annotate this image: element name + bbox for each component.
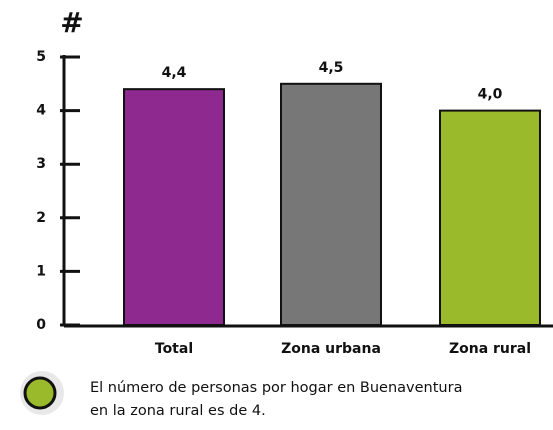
- y-tick-label: 1: [36, 263, 46, 279]
- bar: [439, 109, 541, 326]
- annotation: El número de personas por hogar en Buena…: [90, 380, 462, 396]
- bar: [280, 82, 382, 326]
- y-tick-label: 3: [36, 156, 46, 172]
- value-label: 4,5: [319, 60, 344, 76]
- y-tick-label: 5: [36, 49, 46, 65]
- x-tick-label: Zona urbana: [281, 341, 381, 357]
- value-label: 4,0: [478, 87, 503, 103]
- y-axis-label: #: [60, 6, 83, 39]
- y-tick-label: 2: [36, 210, 46, 226]
- value-label: 4,4: [162, 65, 187, 81]
- x-tick-label: Zona rural: [449, 341, 531, 357]
- icon: [23, 376, 57, 410]
- y-tick-label: 0: [36, 317, 46, 333]
- x-tick-label: Total: [155, 341, 193, 357]
- bar: [123, 88, 225, 326]
- annotation: en la zona rural es de 4.: [90, 403, 266, 419]
- y-tick-label: 4: [36, 103, 46, 119]
